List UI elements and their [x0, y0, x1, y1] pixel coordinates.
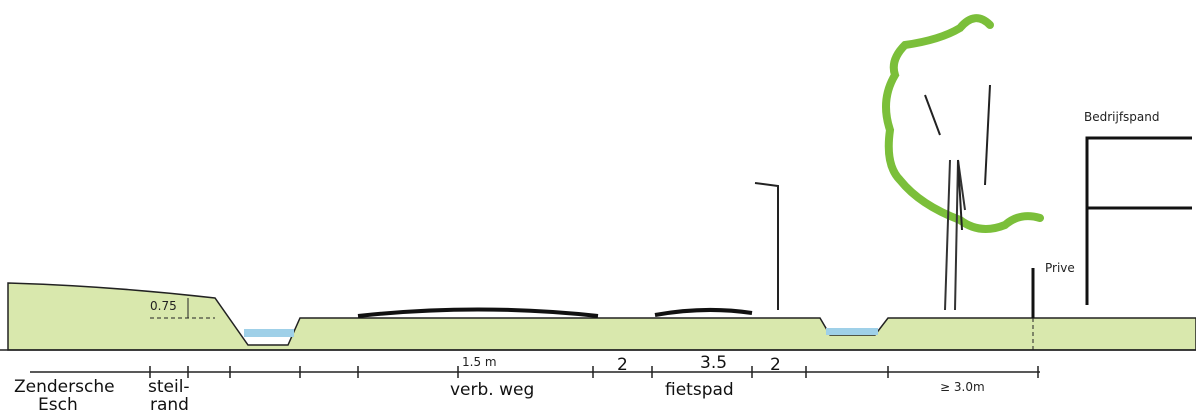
road	[654, 307, 753, 317]
water	[826, 328, 878, 335]
building	[1085, 136, 1192, 305]
fence-label: Prive	[1045, 261, 1075, 275]
ground	[7, 282, 1196, 351]
dimension-label: 1.5 m	[462, 355, 497, 369]
tree-crown	[882, 14, 1044, 233]
zone-label: Zendersche	[14, 377, 115, 397]
zone-label: rand	[150, 395, 189, 415]
building-label: Bedrijfspand	[1084, 110, 1160, 124]
zone-label: fietspad	[665, 380, 734, 400]
dimension-label: ≥ 3.0m	[940, 380, 985, 394]
zone-label: steil-	[148, 377, 190, 397]
zone-label: verb. weg	[450, 380, 534, 400]
road	[357, 307, 599, 318]
tree-trunk	[944, 159, 966, 311]
dimension-label: 3.5	[700, 353, 727, 373]
dimension-label: 2	[617, 355, 628, 375]
zone-label: Esch	[38, 395, 78, 415]
height-label: 0.75	[150, 299, 177, 313]
dimension-label: 2	[770, 355, 781, 375]
tree-branch	[924, 84, 991, 231]
lamp-post	[754, 182, 779, 310]
dimension-ticks	[149, 366, 1039, 378]
water	[244, 329, 294, 337]
